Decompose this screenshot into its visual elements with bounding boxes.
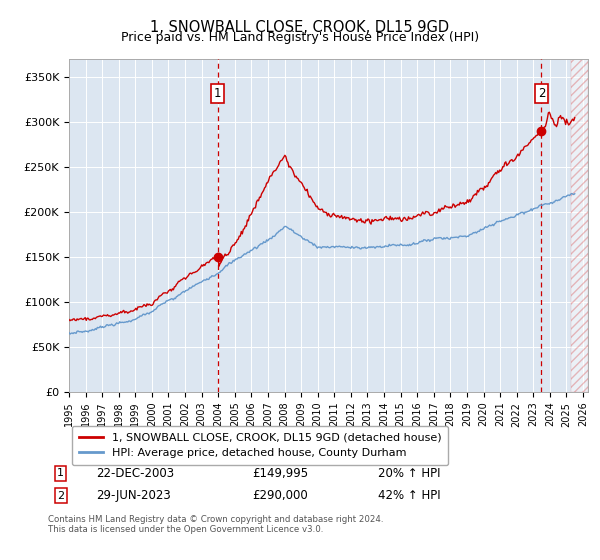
Text: Contains HM Land Registry data © Crown copyright and database right 2024.: Contains HM Land Registry data © Crown c…: [48, 515, 383, 524]
Text: £290,000: £290,000: [252, 489, 308, 502]
Text: 42% ↑ HPI: 42% ↑ HPI: [378, 489, 440, 502]
Text: Price paid vs. HM Land Registry's House Price Index (HPI): Price paid vs. HM Land Registry's House …: [121, 31, 479, 44]
Text: 1: 1: [214, 87, 221, 100]
Legend: 1, SNOWBALL CLOSE, CROOK, DL15 9GD (detached house), HPI: Average price, detache: 1, SNOWBALL CLOSE, CROOK, DL15 9GD (deta…: [72, 426, 448, 465]
Text: 29-JUN-2023: 29-JUN-2023: [96, 489, 171, 502]
Text: This data is licensed under the Open Government Licence v3.0.: This data is licensed under the Open Gov…: [48, 525, 323, 534]
Text: £149,995: £149,995: [252, 466, 308, 480]
Text: 20% ↑ HPI: 20% ↑ HPI: [378, 466, 440, 480]
Text: 22-DEC-2003: 22-DEC-2003: [96, 466, 174, 480]
Text: 1: 1: [57, 468, 64, 478]
Text: 2: 2: [57, 491, 64, 501]
Text: 2: 2: [538, 87, 545, 100]
Text: 1, SNOWBALL CLOSE, CROOK, DL15 9GD: 1, SNOWBALL CLOSE, CROOK, DL15 9GD: [151, 20, 449, 35]
